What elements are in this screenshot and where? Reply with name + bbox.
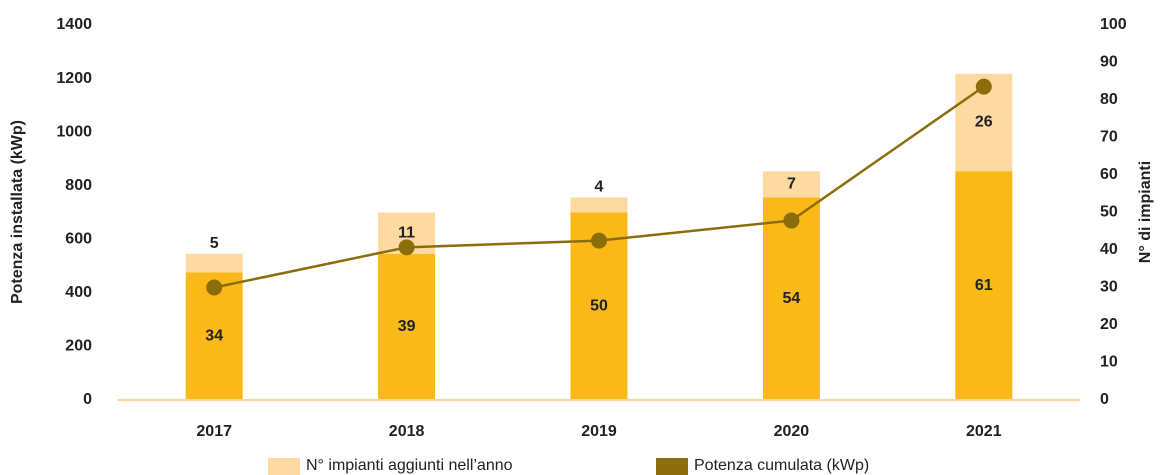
data-label: 50 xyxy=(590,297,608,314)
data-label: 11 xyxy=(398,224,415,241)
legend-swatch xyxy=(656,458,688,475)
data-label: 39 xyxy=(398,318,416,335)
bar-segment xyxy=(185,253,243,273)
y-tick-label: 0 xyxy=(83,391,92,408)
y2-tick-label: 90 xyxy=(1100,54,1118,71)
y-tick-label: 1400 xyxy=(56,16,92,33)
data-label: 54 xyxy=(783,290,801,307)
line-marker xyxy=(783,212,800,229)
line-marker xyxy=(398,239,415,256)
y2-tick-label: 30 xyxy=(1100,279,1118,296)
bar-segment xyxy=(955,171,1013,400)
bar-segment xyxy=(570,197,628,213)
y2-tick-label: 40 xyxy=(1100,241,1118,258)
y-tick-label: 600 xyxy=(65,231,92,248)
y2-tick-label: 80 xyxy=(1100,91,1118,108)
y2-tick-label: 10 xyxy=(1100,354,1118,371)
x-tick-label: 2019 xyxy=(581,423,617,440)
data-label: 61 xyxy=(975,277,993,294)
line-marker xyxy=(206,279,223,296)
legend-label: Potenza cumulata (kWp) xyxy=(694,457,869,474)
legend-swatch xyxy=(268,458,300,475)
bar-segment xyxy=(762,171,820,198)
y2-axis-label: N° di impianti xyxy=(1137,161,1154,263)
y-tick-label: 1000 xyxy=(56,123,92,140)
y2-tick-label: 100 xyxy=(1100,16,1127,33)
data-label: 34 xyxy=(205,327,223,344)
y2-tick-label: 60 xyxy=(1100,166,1118,183)
legend-label: N° impianti aggiunti nell’anno xyxy=(306,457,513,474)
x-tick-label: 2017 xyxy=(196,423,232,440)
y-tick-label: 400 xyxy=(65,284,92,301)
bar-segment xyxy=(762,197,820,400)
y-tick-label: 200 xyxy=(65,338,92,355)
line-marker xyxy=(975,78,992,95)
x-tick-label: 2021 xyxy=(966,423,1002,440)
x-tick-label: 2018 xyxy=(389,423,425,440)
data-label: 26 xyxy=(975,114,993,131)
y-tick-label: 1200 xyxy=(56,70,92,87)
y2-tick-label: 50 xyxy=(1100,204,1118,221)
data-label: 5 xyxy=(210,235,219,252)
data-label: 4 xyxy=(595,179,604,196)
y2-tick-label: 70 xyxy=(1100,129,1118,146)
y-axis-label: Potenza installata (kWp) xyxy=(9,120,26,304)
data-label: 7 xyxy=(787,176,796,193)
line-marker xyxy=(591,232,607,249)
y-tick-label: 800 xyxy=(65,177,92,194)
y2-tick-label: 20 xyxy=(1100,316,1118,333)
y2-tick-label: 0 xyxy=(1100,391,1109,408)
bar-segment xyxy=(378,253,436,400)
x-tick-label: 2020 xyxy=(774,423,810,440)
